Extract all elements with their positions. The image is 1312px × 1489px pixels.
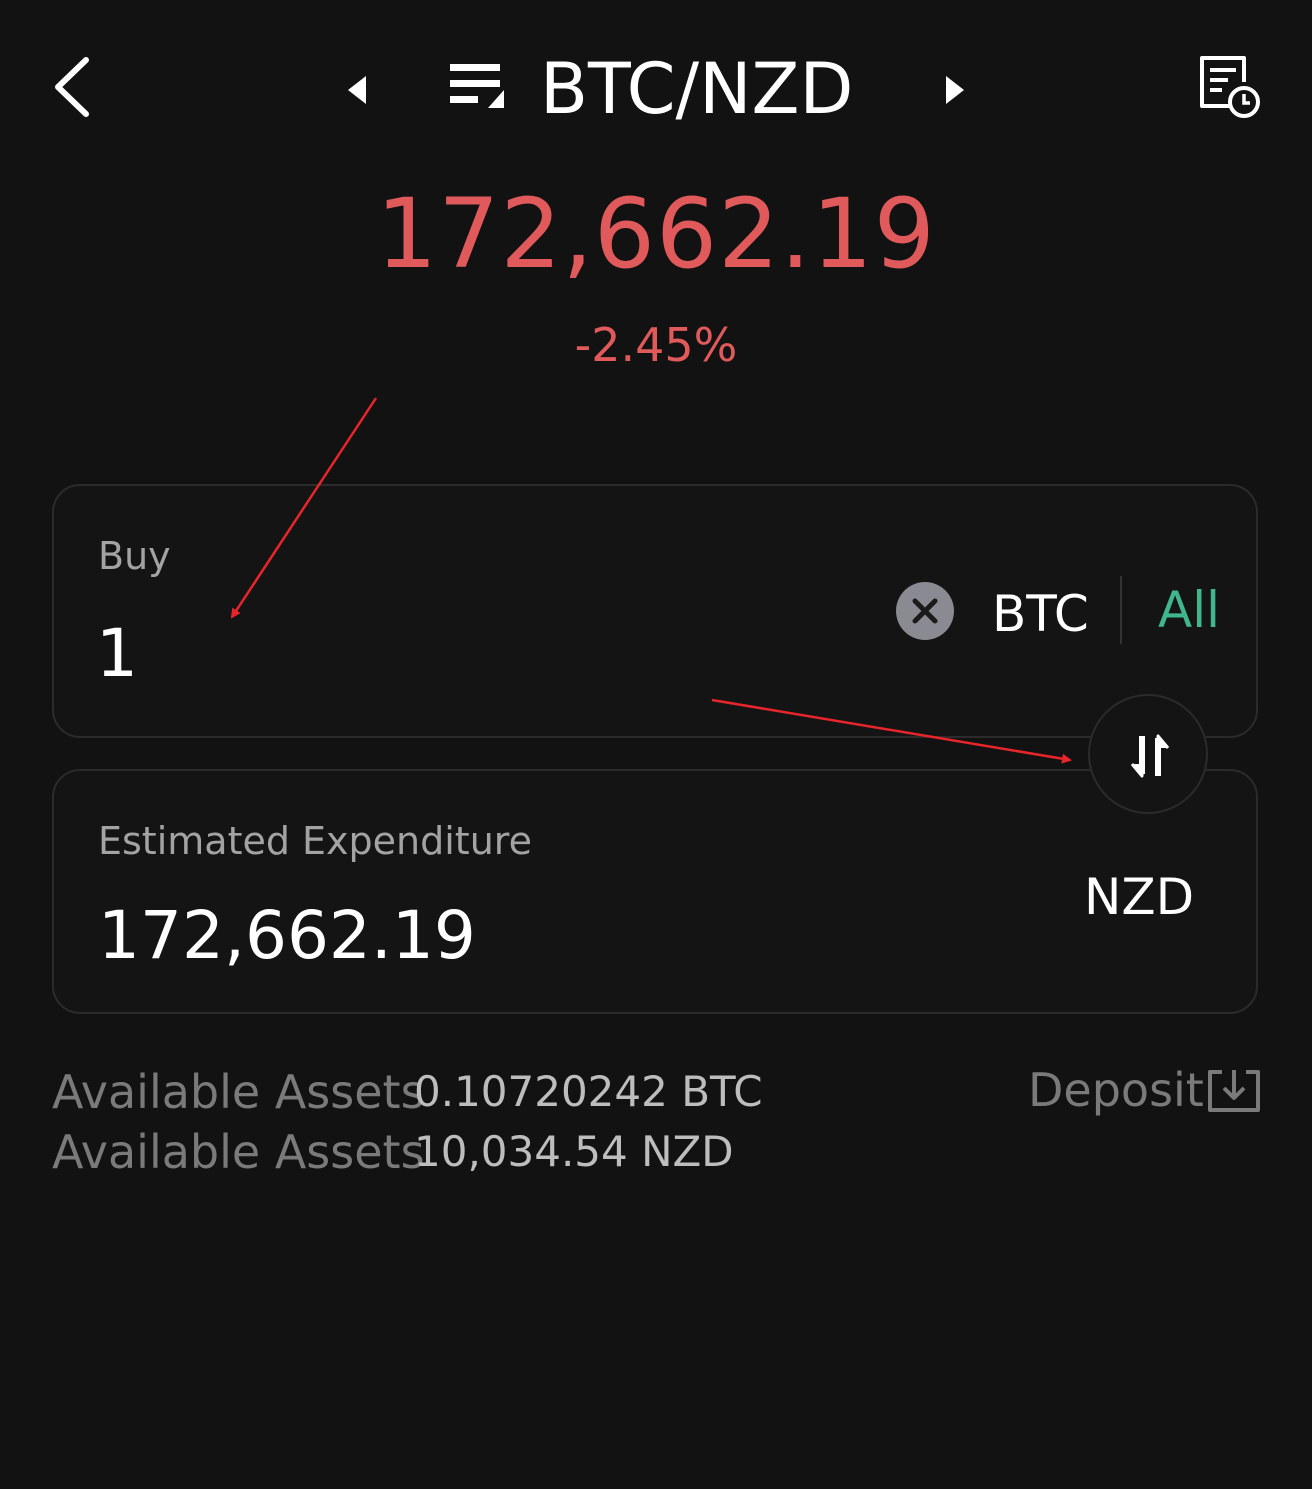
triangle-right-icon (946, 76, 964, 104)
all-button[interactable]: All (1158, 581, 1220, 639)
pair-title: BTC/NZD (540, 48, 854, 130)
estimate-currency: NZD (1084, 868, 1195, 926)
deposit-button[interactable]: Deposit (1028, 1062, 1264, 1122)
clear-x-icon (912, 598, 938, 624)
buy-amount-input[interactable] (96, 608, 796, 698)
last-price: 172,662.19 (376, 178, 936, 290)
pair-selector[interactable]: BTC/NZD (440, 46, 880, 132)
swap-direction-button[interactable] (1088, 694, 1208, 814)
deposit-label: Deposit (1028, 1063, 1204, 1117)
download-tray-icon (1208, 1070, 1260, 1112)
estimated-expenditure-value: 172,662.19 (98, 897, 476, 974)
menu-lines-icon (450, 64, 504, 108)
back-button[interactable] (48, 52, 104, 122)
estimated-expenditure-card: Estimated Expenditure 172,662.19 NZD (52, 769, 1258, 1014)
available-assets-btc: 0.10720242 BTC (414, 1067, 763, 1116)
buy-amount-card: Buy BTC All (52, 484, 1258, 738)
price-change-percent: -2.45% (574, 318, 738, 372)
buy-currency: BTC (992, 585, 1089, 643)
buy-label: Buy (98, 534, 171, 578)
previous-pair-button[interactable] (340, 70, 376, 110)
divider (1120, 576, 1122, 644)
order-history-icon (1200, 56, 1260, 118)
clear-amount-button[interactable] (896, 582, 954, 640)
available-assets-nzd: 10,034.54 NZD (414, 1127, 734, 1176)
available-assets-label: Available Assets (52, 1125, 425, 1179)
available-assets-label: Available Assets (52, 1065, 425, 1119)
swap-arrows-icon (1130, 734, 1170, 778)
triangle-left-icon (348, 76, 366, 104)
estimated-expenditure-label: Estimated Expenditure (98, 819, 532, 863)
next-pair-button[interactable] (936, 70, 972, 110)
order-history-button[interactable] (1192, 52, 1264, 124)
chevron-left-icon (55, 57, 89, 117)
